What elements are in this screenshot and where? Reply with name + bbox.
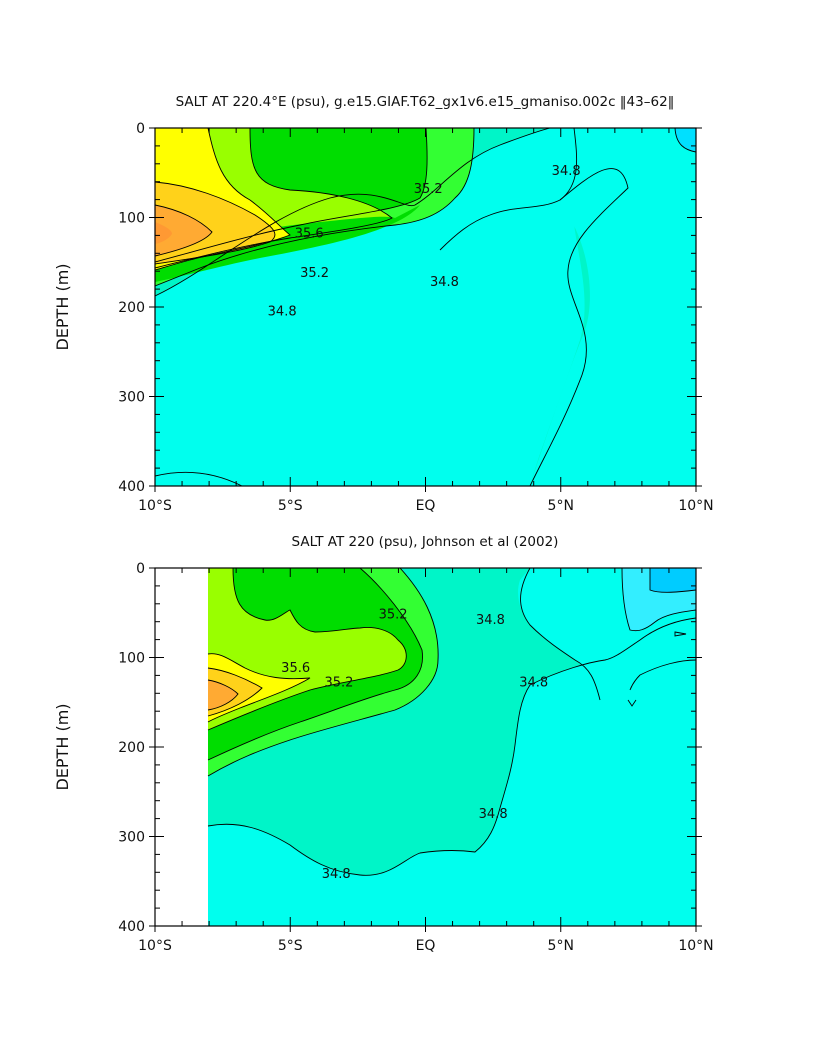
y-tick-label: 300 xyxy=(118,830,145,846)
bottom-band-34-6-deep xyxy=(208,618,696,926)
top-band-34-4 xyxy=(675,128,696,152)
y-tick-label: 300 xyxy=(118,390,145,406)
bottom-band-34-2 xyxy=(650,568,696,593)
top-contour-lines xyxy=(155,128,696,486)
contour-label: 35.6 xyxy=(281,661,310,676)
top-band-36-2 xyxy=(155,222,172,244)
bottom-chart-title: SALT AT 220 (psu), Johnson et al (2002) xyxy=(292,534,559,550)
x-tick-label: 10°S xyxy=(138,498,172,514)
y-tick-label: 200 xyxy=(118,300,145,316)
contour-label: 34.8 xyxy=(479,807,508,822)
top-contour-line xyxy=(155,128,291,271)
top-contour-labels: 35.6 35.2 34.8 35.2 34.8 34.8 xyxy=(268,164,581,320)
bottom-contour-line xyxy=(621,568,696,632)
bottom-contour-line xyxy=(627,699,637,707)
bottom-contour-fill xyxy=(208,568,696,926)
top-contour-line xyxy=(439,128,578,251)
contour-label: 35.6 xyxy=(295,227,324,242)
y-tick-label: 0 xyxy=(136,561,145,577)
bottom-contour-line xyxy=(207,568,407,731)
bottom-contour-line xyxy=(207,617,696,876)
top-contour-line xyxy=(529,168,629,486)
x-tick-label: 5°N xyxy=(548,498,574,514)
contour-label: 35.2 xyxy=(379,608,408,623)
x-tick-label: 10°N xyxy=(678,938,713,954)
x-tick-label: EQ xyxy=(416,938,436,954)
top-contour-line xyxy=(674,128,696,153)
bottom-contour-labels: 35.2 35.6 35.2 34.8 34.8 34.8 34.8 xyxy=(281,608,548,883)
top-contour-line xyxy=(155,128,574,297)
top-contour-fill xyxy=(155,128,696,486)
top-band-35-4-lower xyxy=(155,205,420,282)
bottom-panel: SALT AT 220 (psu), Johnson et al (2002) xyxy=(53,534,714,954)
top-axis-ticks: 10°S 5°S EQ 5°N 10°N 0 100 200 300 400 xyxy=(118,121,713,514)
x-tick-label: 5°S xyxy=(278,498,303,514)
bottom-contour-line xyxy=(520,568,601,701)
contour-label: 34.8 xyxy=(268,304,297,319)
contour-label: 34.8 xyxy=(430,275,459,290)
top-contour-line xyxy=(155,128,393,269)
top-chart-title: SALT AT 220.4°E (psu), g.e15.GIAF.T62_gx… xyxy=(176,94,675,110)
y-tick-label: 400 xyxy=(118,479,145,495)
contour-label: 34.8 xyxy=(519,676,548,691)
y-tick-label: 100 xyxy=(118,211,145,227)
y-tick-label: 200 xyxy=(118,740,145,756)
y-tick-label: 100 xyxy=(118,651,145,667)
top-contour-line xyxy=(155,471,243,486)
bottom-contour-line xyxy=(207,667,263,717)
top-band-36-0 xyxy=(155,205,212,256)
contour-label: 35.2 xyxy=(414,182,443,197)
bottom-contour-line xyxy=(674,631,687,637)
contour-label: 34.8 xyxy=(476,613,505,628)
top-band-34-6-east-b xyxy=(574,128,605,180)
bottom-contour-line xyxy=(629,659,696,691)
x-tick-label: 10°N xyxy=(678,498,713,514)
top-ylabel: DEPTH (m) xyxy=(53,263,72,350)
top-contour-line xyxy=(155,128,428,263)
x-tick-label: 5°N xyxy=(548,938,574,954)
y-tick-label: 400 xyxy=(118,919,145,935)
contour-label: 34.8 xyxy=(322,867,351,882)
top-panel: SALT AT 220.4°E (psu), g.e15.GIAF.T62_gx… xyxy=(53,94,714,514)
top-band-deep-sliver xyxy=(155,472,242,486)
y-tick-label: 0 xyxy=(136,121,145,137)
top-band-34-6-deep xyxy=(155,128,585,486)
top-contour-line xyxy=(155,204,213,257)
top-contour-line xyxy=(155,128,475,287)
bottom-band-36-0 xyxy=(208,680,238,710)
bottom-contour-lines xyxy=(207,568,696,876)
contour-label: 34.8 xyxy=(552,164,581,179)
bottom-contour-line xyxy=(207,679,239,711)
bottom-contour-line xyxy=(207,653,311,723)
x-tick-label: 5°S xyxy=(278,938,303,954)
bottom-contour-line xyxy=(207,568,423,761)
bottom-contour-line xyxy=(649,568,696,593)
x-tick-label: EQ xyxy=(416,498,436,514)
bottom-ylabel: DEPTH (m) xyxy=(53,703,72,790)
contour-label: 35.2 xyxy=(300,266,329,281)
bottom-axis-ticks: 10°S 5°S EQ 5°N 10°N 0 100 200 300 400 xyxy=(118,561,713,954)
bottom-contour-line xyxy=(207,568,439,777)
contour-label: 35.2 xyxy=(324,676,353,691)
x-tick-label: 10°S xyxy=(138,938,172,954)
